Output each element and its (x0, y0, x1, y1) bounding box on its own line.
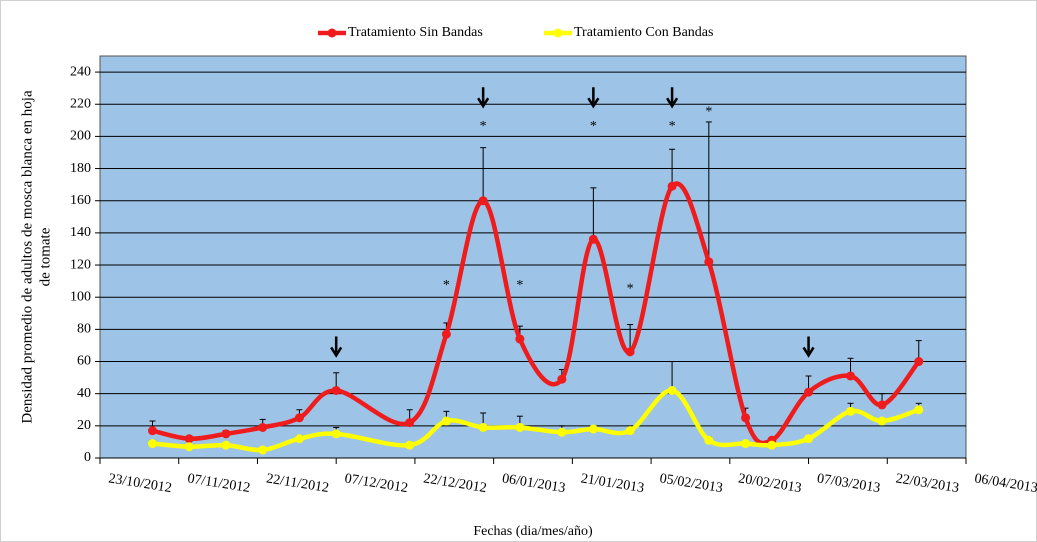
y-tick-label: 140 (70, 225, 91, 240)
point (625, 347, 635, 357)
arrow (587, 87, 600, 109)
point (557, 427, 567, 437)
legend-marker (327, 28, 337, 38)
point (804, 434, 814, 444)
point (221, 440, 231, 450)
y-tick-label: 20 (77, 418, 91, 433)
point (405, 418, 415, 428)
point (557, 374, 567, 384)
arrow (477, 87, 490, 109)
point (478, 422, 488, 432)
point (704, 257, 714, 267)
point (667, 181, 677, 191)
x-axis-label: Fechas (dia/mes/año) (473, 524, 593, 539)
point (441, 329, 451, 339)
legend-label: Tratamiento Con Bandas (574, 25, 713, 40)
point (767, 440, 777, 450)
point (258, 445, 268, 455)
point (588, 234, 598, 244)
point (147, 426, 157, 436)
error-bar (705, 121, 712, 262)
y-tick-label: 160 (70, 193, 91, 208)
point (846, 406, 856, 416)
error-bar (669, 148, 676, 187)
point (667, 385, 677, 395)
point (877, 400, 887, 410)
point (184, 442, 194, 452)
error-bar (669, 361, 676, 391)
point (588, 424, 598, 434)
point (914, 405, 924, 415)
point (515, 334, 525, 344)
point (405, 440, 415, 450)
y-tick-label: 200 (70, 129, 91, 144)
y-tick-label: 220 (70, 96, 91, 111)
point (184, 434, 194, 444)
point (331, 385, 341, 395)
y-tick-label: 80 (77, 322, 91, 337)
point (294, 434, 304, 444)
point (741, 413, 751, 423)
point (441, 416, 451, 426)
point (515, 422, 525, 432)
point (147, 439, 157, 449)
error-bar (480, 147, 487, 201)
point (221, 429, 231, 439)
point (478, 196, 488, 206)
point (804, 387, 814, 397)
arrow (330, 336, 343, 358)
point (331, 429, 341, 439)
point (846, 371, 856, 381)
annotation: * (627, 281, 634, 296)
y-tick-label: 120 (70, 257, 91, 272)
annotation: * (443, 278, 450, 293)
annotation: * (516, 278, 523, 293)
error-bar (590, 187, 597, 240)
y-tick-label: 100 (70, 289, 91, 304)
annotation: * (480, 119, 487, 134)
legend-label: Tratamiento Sin Bandas (348, 25, 483, 40)
annotation: * (590, 119, 597, 134)
point (914, 357, 924, 367)
y-tick-label: 40 (77, 386, 91, 401)
arrow (802, 336, 815, 358)
point (704, 435, 714, 445)
y-tick-label: 180 (70, 161, 91, 176)
point (877, 416, 887, 426)
y-tick-label: 0 (84, 450, 91, 465)
point (741, 439, 751, 449)
error-bar (627, 324, 634, 352)
y-tick-label: 240 (70, 64, 91, 79)
point (625, 426, 635, 436)
plot-area (99, 55, 967, 459)
y-axis-label: Densidad promedio de adultos de mosca bl… (19, 90, 35, 424)
point (258, 422, 268, 432)
point (294, 413, 304, 423)
y-axis-label: de tomate (37, 227, 53, 286)
annotation: * (705, 104, 712, 119)
y-tick-label: 60 (77, 354, 91, 369)
arrow (666, 87, 679, 109)
annotation: * (669, 119, 676, 134)
legend-marker (553, 28, 563, 38)
